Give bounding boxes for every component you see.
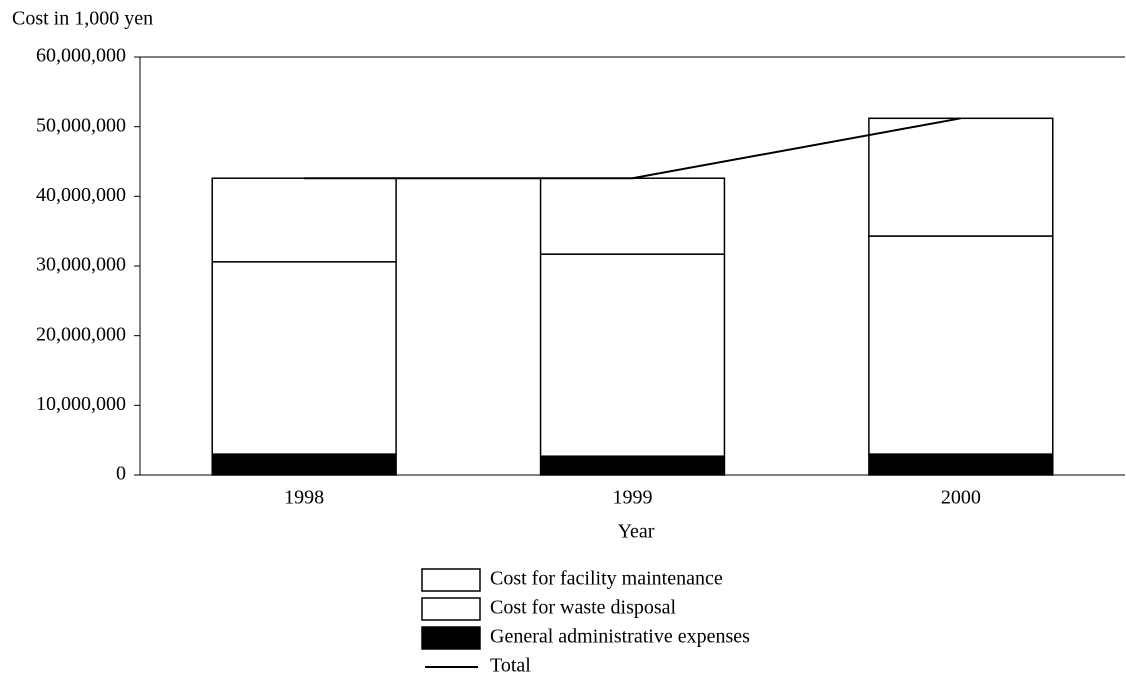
x-axis-label: Year [618,521,655,543]
bar-segment [539,455,726,476]
legend-label: General administrative expenses [490,626,750,648]
legend-label: Cost for waste disposal [490,597,677,619]
y-tick-label: 60,000,000 [36,45,126,67]
y-tick-label: 20,000,000 [36,323,126,345]
bar-segment [868,117,1054,237]
y-tick-label: 40,000,000 [36,184,126,206]
x-tick-label: 2000 [941,487,981,509]
bar-segment [211,261,397,455]
y-tick-label: 50,000,000 [36,114,126,136]
y-tick-label: 30,000,000 [36,254,126,276]
total-line [304,117,962,180]
y-tick-label: 10,000,000 [36,393,126,415]
legend-swatch [421,626,481,650]
bar-segment [539,177,726,255]
y-tick-label: 0 [116,463,126,485]
y-axis-label: Cost in 1,000 yen [12,8,153,30]
x-tick-label: 1998 [284,487,324,509]
bar-segment [868,453,1054,476]
bar-segment [868,235,1054,455]
bar-segment [211,453,397,476]
legend-swatch [421,597,481,621]
legend-label: Cost for facility maintenance [490,568,723,590]
legend-swatch [421,568,481,592]
bar-segment [211,177,397,263]
bar-segment [539,253,726,457]
x-tick-label: 1999 [613,487,653,509]
legend-label: Total [490,655,531,677]
